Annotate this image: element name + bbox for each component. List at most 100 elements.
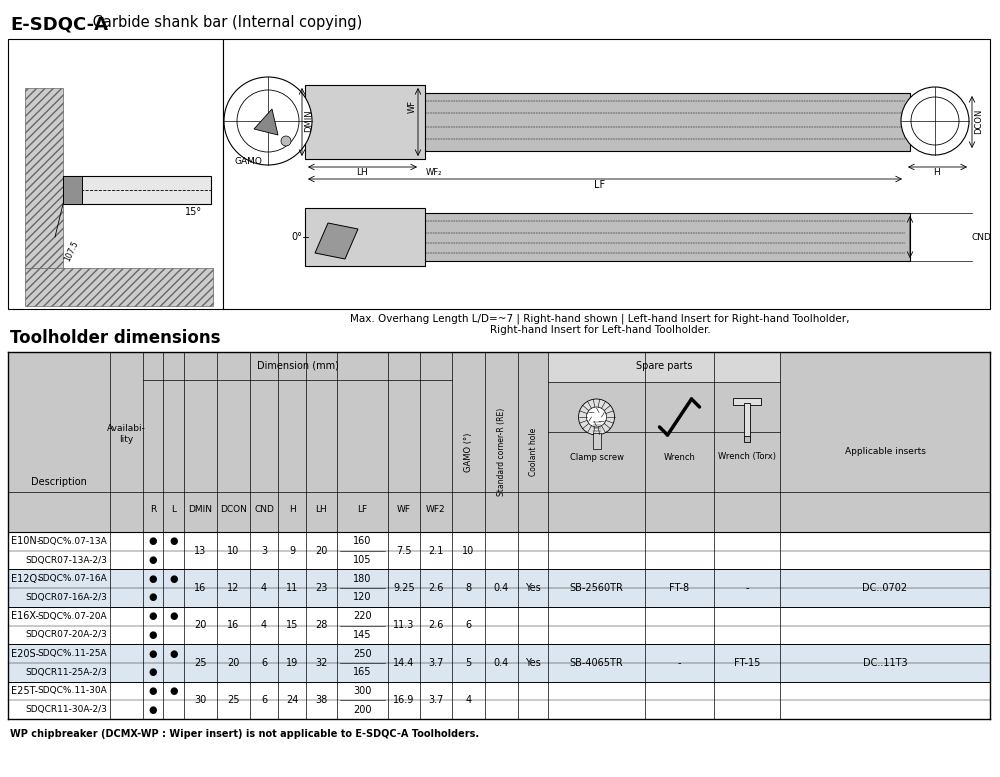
Bar <box>8 532 990 570</box>
Text: 4: 4 <box>465 695 472 706</box>
Text: LF: LF <box>594 180 606 190</box>
Text: 4: 4 <box>261 583 267 593</box>
Text: 12: 12 <box>227 583 240 593</box>
Text: SDQC%.07-16A: SDQC%.07-16A <box>37 574 107 584</box>
Text: Dimension (mm): Dimension (mm) <box>257 361 338 371</box>
Text: SB-2560TR: SB-2560TR <box>570 583 623 593</box>
Text: ●: ● <box>149 649 157 659</box>
Text: DC..11T3: DC..11T3 <box>863 658 907 668</box>
Text: 200: 200 <box>353 705 372 715</box>
Text: SDQC%.11-25A: SDQC%.11-25A <box>37 649 107 658</box>
Bar <box>305 208 425 266</box>
Text: SDQC%.07-13A: SDQC%.07-13A <box>37 537 107 546</box>
Text: WF₂: WF₂ <box>426 168 442 177</box>
Text: E16X-: E16X- <box>11 611 39 621</box>
Bar <box>25 88 63 268</box>
Text: 19: 19 <box>286 658 298 668</box>
Circle shape <box>578 399 614 435</box>
Text: E20S-: E20S- <box>11 649 39 659</box>
Text: Carbide shank bar (Internal copying): Carbide shank bar (Internal copying) <box>88 15 362 30</box>
Bar <box>8 352 990 532</box>
Text: ●: ● <box>149 536 157 546</box>
Bar <box>744 403 750 437</box>
Text: 9: 9 <box>289 545 295 556</box>
Text: LH: LH <box>316 506 327 514</box>
Text: Yes: Yes <box>525 583 541 593</box>
Text: Spare parts: Spare parts <box>636 361 692 371</box>
Text: 6: 6 <box>261 658 267 668</box>
Text: E-SDQC-A: E-SDQC-A <box>10 15 108 33</box>
Text: ●: ● <box>169 611 178 621</box>
Text: 14.4: 14.4 <box>393 658 415 668</box>
Text: -: - <box>745 583 749 593</box>
Bar <box>8 570 990 607</box>
Text: 11.3: 11.3 <box>393 621 415 630</box>
Text: FT-15: FT-15 <box>734 658 760 668</box>
Text: DMIN: DMIN <box>188 506 212 514</box>
Circle shape <box>281 136 291 146</box>
Bar <box>592 433 600 449</box>
Bar <box>63 176 211 204</box>
Text: 15°: 15° <box>185 207 202 217</box>
Text: ●: ● <box>149 667 157 678</box>
Bar <box>8 607 990 644</box>
Circle shape <box>901 87 969 155</box>
Text: ●: ● <box>169 573 178 584</box>
Bar <box>733 398 761 405</box>
Text: GAMO (°): GAMO (°) <box>464 432 473 472</box>
Bar <box>305 85 425 159</box>
Text: 165: 165 <box>353 667 372 678</box>
Text: 2.6: 2.6 <box>428 583 444 593</box>
Text: Applicable inserts: Applicable inserts <box>845 448 925 457</box>
Text: 10: 10 <box>227 545 240 556</box>
Text: L: L <box>171 506 176 514</box>
Text: Wrench: Wrench <box>664 452 695 462</box>
Text: 160: 160 <box>353 536 372 546</box>
Text: ●: ● <box>149 592 157 602</box>
Text: ●: ● <box>149 630 157 639</box>
Text: 180: 180 <box>353 573 372 584</box>
Circle shape <box>224 77 312 165</box>
Text: 30: 30 <box>194 695 207 706</box>
Text: SDQC%.11-30A: SDQC%.11-30A <box>37 686 107 695</box>
Bar <box>744 436 750 442</box>
Text: WF: WF <box>408 99 417 113</box>
Text: 9.25: 9.25 <box>393 583 415 593</box>
Text: 300: 300 <box>353 686 372 696</box>
Text: SDQCR07-16A-2/3: SDQCR07-16A-2/3 <box>25 593 107 602</box>
Text: -: - <box>678 658 681 668</box>
Text: E12Q-: E12Q- <box>11 573 41 584</box>
Text: 0.4: 0.4 <box>494 658 509 668</box>
Text: 20: 20 <box>194 621 207 630</box>
Text: 16: 16 <box>227 621 240 630</box>
Bar <box>420 93 910 151</box>
Text: E25T-: E25T- <box>11 686 38 696</box>
Bar <box>25 268 213 306</box>
Polygon shape <box>315 223 358 259</box>
Text: 25: 25 <box>227 695 240 706</box>
Text: DCON: DCON <box>220 506 247 514</box>
Text: Standard corner-R (RE): Standard corner-R (RE) <box>497 408 506 497</box>
Text: ●: ● <box>169 649 178 659</box>
Text: H: H <box>934 168 940 177</box>
Text: H: H <box>289 506 295 514</box>
Text: ●: ● <box>149 555 157 565</box>
Text: 120: 120 <box>353 592 372 602</box>
Text: 3.7: 3.7 <box>428 658 444 668</box>
Bar <box>548 352 780 382</box>
Bar <box>8 644 990 681</box>
Text: 28: 28 <box>315 621 328 630</box>
Polygon shape <box>63 176 82 204</box>
Text: ●: ● <box>149 686 157 696</box>
Text: 20: 20 <box>227 658 240 668</box>
Text: SDQCR11-25A-2/3: SDQCR11-25A-2/3 <box>25 667 107 677</box>
Text: 2.1: 2.1 <box>428 545 444 556</box>
Text: Toolholder dimensions: Toolholder dimensions <box>10 329 220 347</box>
Text: Coolant hole: Coolant hole <box>528 428 538 476</box>
Text: DC..0702: DC..0702 <box>862 583 908 593</box>
Circle shape <box>586 407 606 427</box>
Text: 16: 16 <box>194 583 207 593</box>
Text: GAMO: GAMO <box>234 157 262 166</box>
Bar <box>8 681 990 719</box>
Text: 16.9: 16.9 <box>393 695 415 706</box>
